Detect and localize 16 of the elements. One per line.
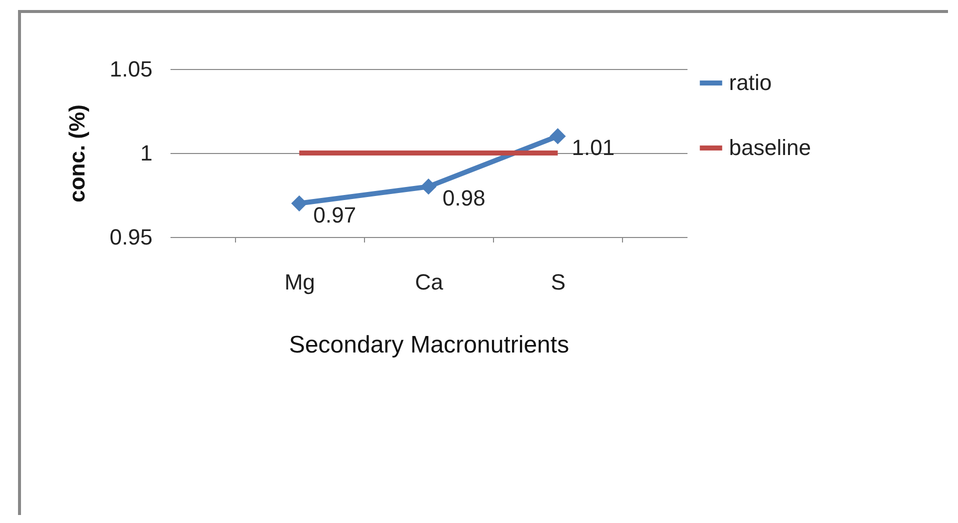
data-label: 1.01 [572, 135, 615, 160]
x-tick-label: Ca [414, 270, 444, 294]
point [291, 195, 308, 212]
legend-label: baseline [729, 135, 811, 160]
point [550, 128, 566, 144]
x-tick-label: Mg [284, 270, 316, 294]
x-axis-title: Secondary Macronutrients [288, 332, 570, 358]
y-tick-label: 1 [140, 140, 152, 166]
y-tick-label: 0.95 [110, 224, 152, 250]
data-label: 0.98 [442, 186, 486, 211]
y-tick-label: 1.05 [110, 56, 152, 82]
legend-label: ratio [729, 70, 772, 95]
data-label: 0.97 [313, 202, 356, 228]
x-tick-label: S [550, 270, 566, 294]
point [420, 178, 437, 195]
y-axis-title: conc. (%) [64, 104, 90, 202]
